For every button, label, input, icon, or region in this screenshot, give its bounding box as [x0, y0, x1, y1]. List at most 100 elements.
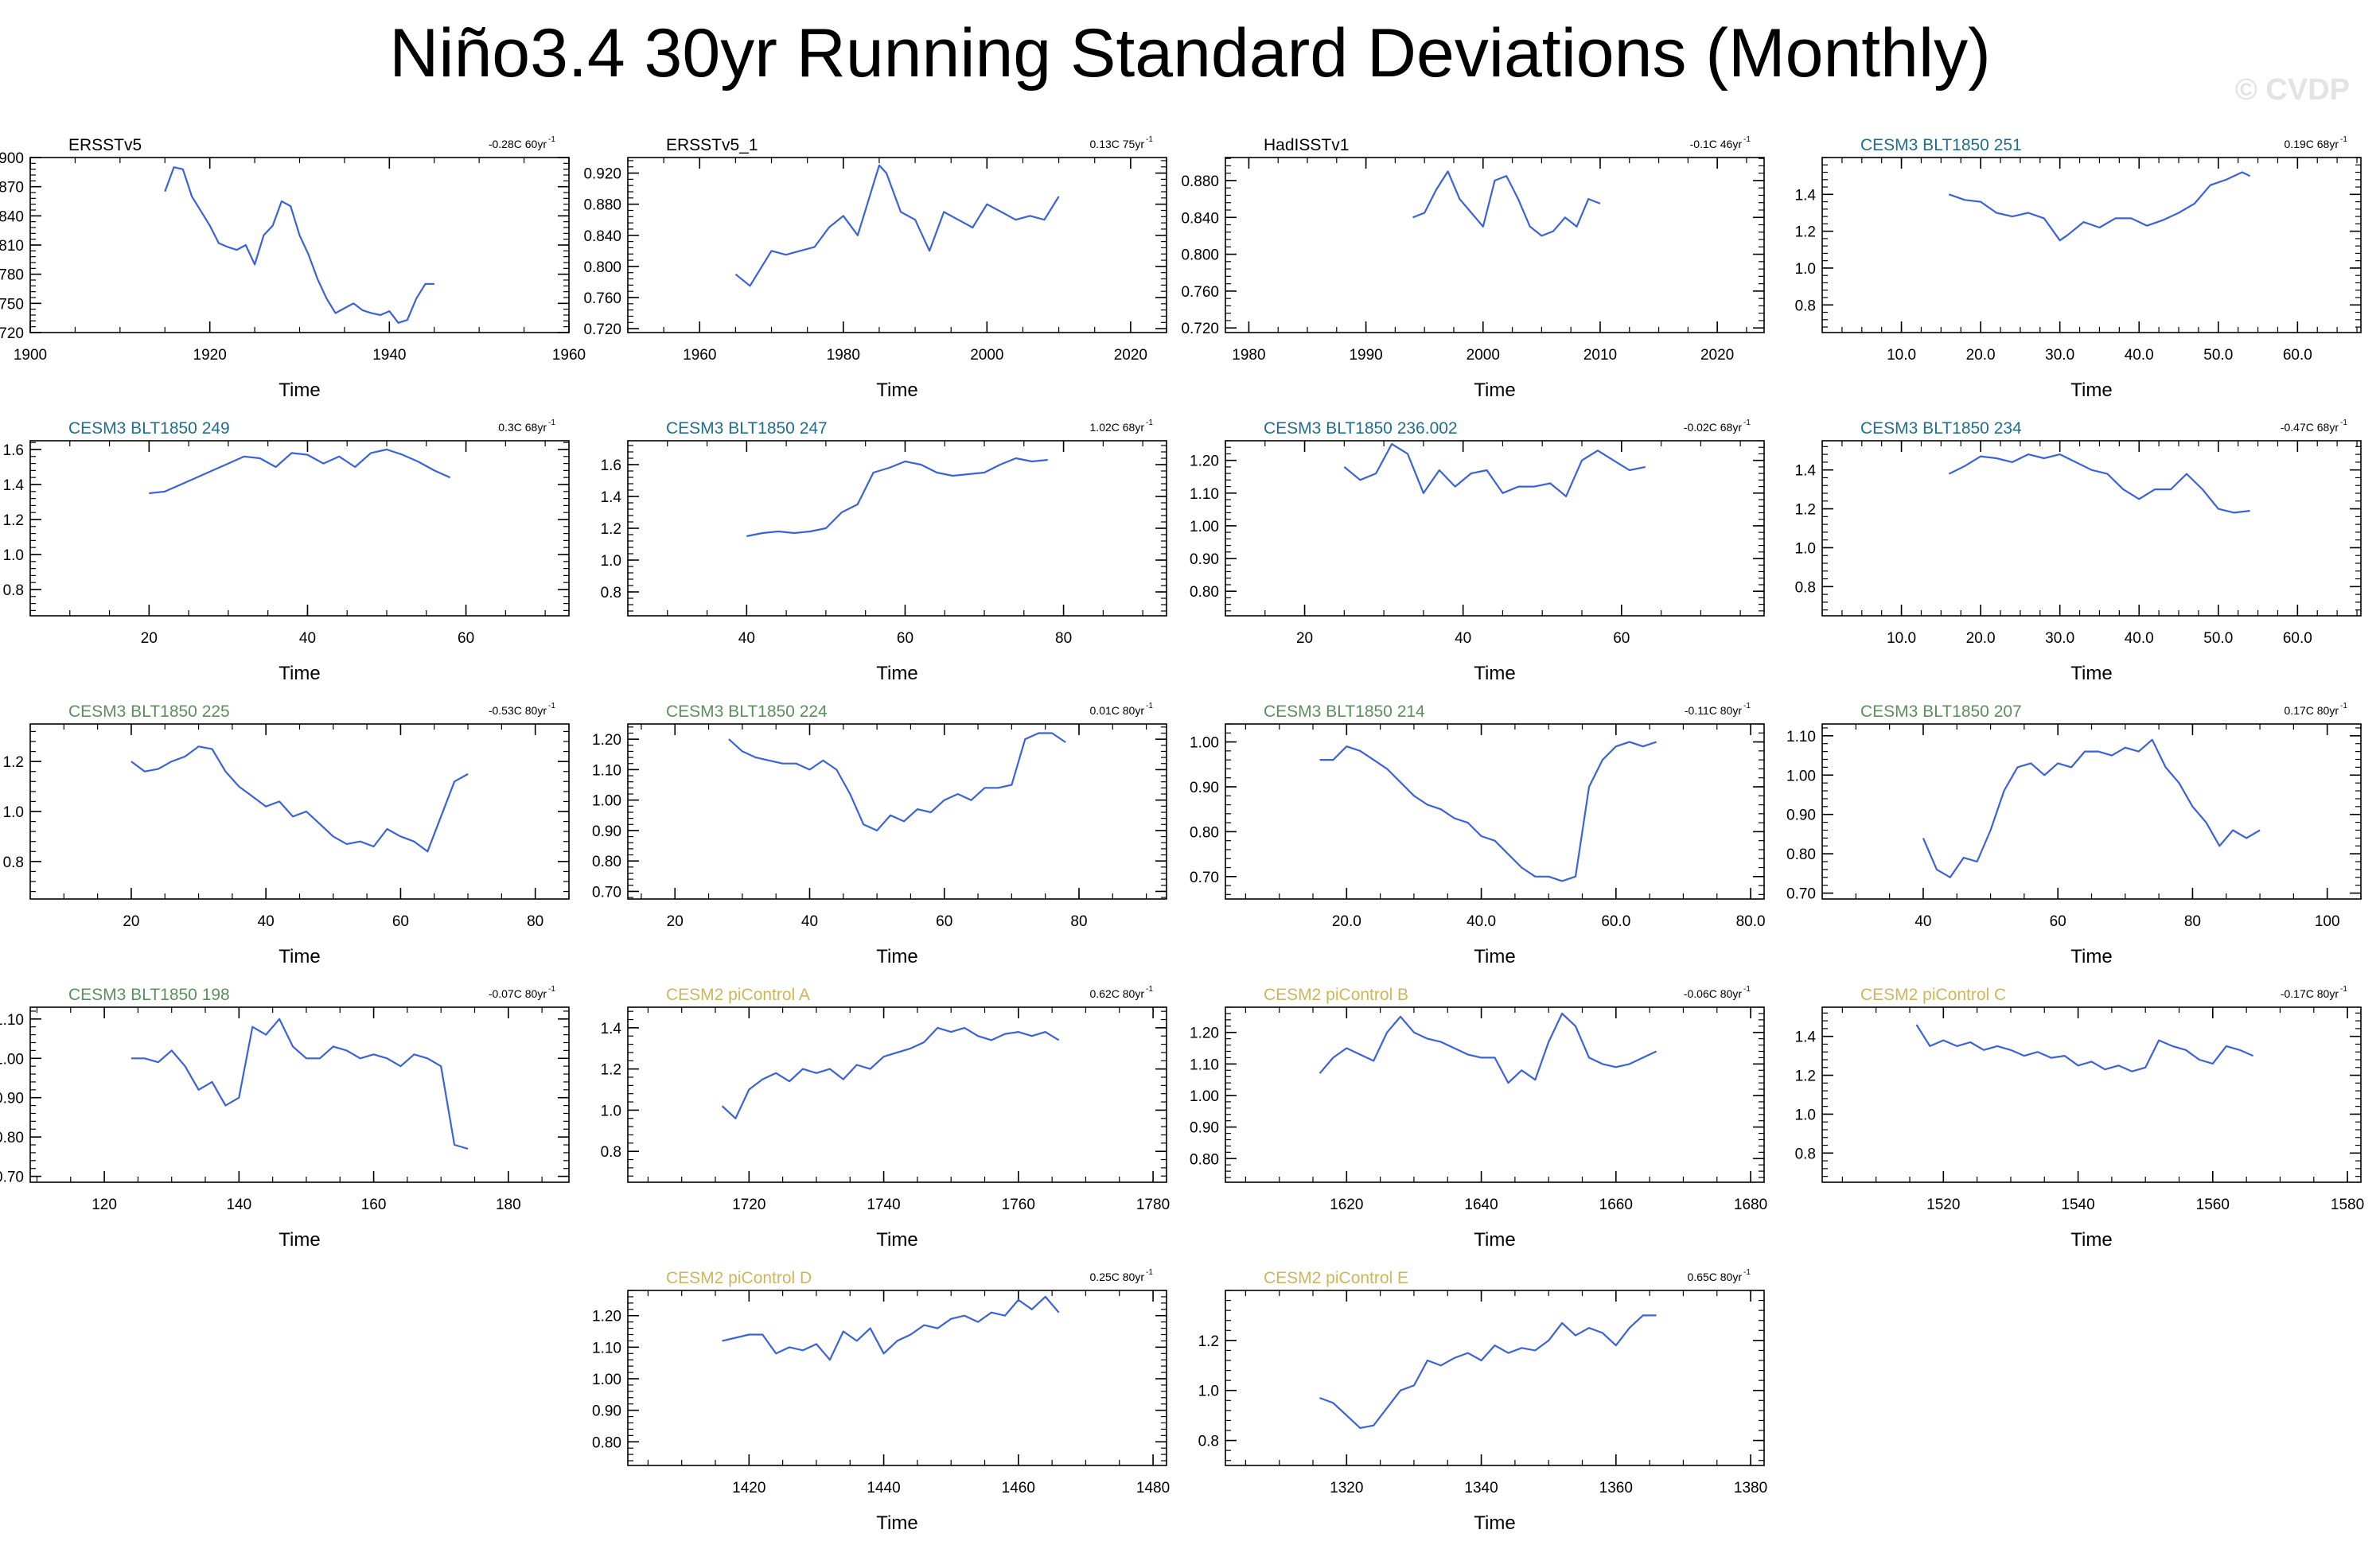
trend-label: 0.19C 68yr: [2285, 138, 2339, 150]
y-tick-label: 1.0: [601, 1103, 621, 1119]
panel-title: ERSSTv5_1: [666, 136, 758, 154]
x-tick-label: 1360: [1599, 1480, 1633, 1496]
plot-frame: [627, 723, 1167, 900]
panel-title: CESM3 BLT1850 224: [666, 702, 828, 721]
x-axis-label: Time: [876, 379, 917, 401]
chart-panel: 20 40 60 0.8 1.0 1.2 1.4 1.6 CESM3 BLT1850 249 0.…: [3, 418, 570, 684]
trend-superscript: -1: [1146, 702, 1153, 710]
panel-title: HadISSTv1: [1264, 136, 1349, 154]
x-tick-label: 1760: [1002, 1197, 1035, 1213]
x-axis-label: Time: [2070, 1229, 2112, 1251]
x-tick-label: 1580: [2331, 1197, 2364, 1213]
x-tick-label: 1440: [867, 1480, 900, 1496]
chart-panel: 40 60 80 0.8 1.0 1.2 1.4 1.6 CESM3 BLT1850 247 1.…: [601, 418, 1167, 684]
trend-label: 0.62C 80yr: [1090, 987, 1145, 1000]
trend-label: 0.3C 68yr: [498, 421, 547, 434]
x-tick-label: 1990: [1349, 347, 1382, 364]
trend-superscript: -1: [548, 418, 555, 427]
panel-title: CESM3 BLT1850 251: [1860, 136, 2022, 154]
x-tick-label: 40: [299, 630, 316, 647]
x-tick-label: 2000: [1467, 347, 1500, 364]
y-tick-label: 0.780: [0, 267, 24, 284]
plot-frame: [1225, 723, 1765, 900]
y-tick-label: 1.2: [1795, 1068, 1816, 1085]
y-tick-label: 0.760: [1181, 284, 1219, 301]
y-tick-label: 1.4: [1795, 1029, 1817, 1046]
y-tick-label: 0.80: [0, 1130, 24, 1146]
trend-superscript: -1: [1146, 418, 1153, 427]
x-tick-label: 20: [1296, 630, 1313, 647]
x-tick-label: 160: [361, 1197, 387, 1213]
chart-panel: 1980 1990 2000 2010 2020 0.720 0.760 0.800 0.840…: [1181, 135, 1765, 401]
panel-title: CESM3 BLT1850 207: [1860, 702, 2022, 721]
x-tick-label: 60: [1613, 630, 1630, 647]
trend-label: -0.02C 68yr: [1684, 421, 1742, 434]
y-tick-label: 1.20: [592, 732, 621, 749]
chart-panel: 10.0 20.0 30.0 40.0 50.0 60.0 0.8 1.0 1.2 1.4 CESM…: [1795, 418, 2362, 684]
x-tick-label: 1660: [1599, 1197, 1633, 1213]
y-tick-label: 1.00: [1786, 768, 1816, 784]
x-tick-label: 60: [936, 913, 952, 930]
x-axis-label: Time: [1474, 663, 1515, 684]
x-axis-label: Time: [279, 379, 320, 401]
y-tick-label: 0.900: [0, 150, 24, 167]
trend-label: 0.17C 80yr: [2285, 704, 2339, 717]
chart-panel: 120 140 160 180 0.70 0.80 0.90 1.00 1.10 CESM3 BL…: [0, 985, 570, 1251]
plot-frame: [1225, 440, 1765, 617]
x-axis-label: Time: [1474, 1512, 1515, 1534]
y-tick-label: 0.840: [583, 228, 621, 245]
series-line: [746, 457, 1048, 538]
plot-frame: [627, 157, 1167, 333]
x-tick-label: 50.0: [2203, 347, 2233, 364]
series-line: [130, 1018, 469, 1150]
x-tick-label: 2010: [1583, 347, 1617, 364]
x-tick-label: 1380: [1734, 1480, 1767, 1496]
plot-frame: [29, 1006, 570, 1183]
x-tick-label: 2020: [1700, 347, 1734, 364]
series-line: [1319, 1314, 1657, 1430]
x-tick-label: 80: [2184, 913, 2201, 930]
y-tick-label: 0.8: [1795, 579, 1816, 596]
y-tick-label: 1.20: [1190, 1026, 1219, 1042]
y-tick-label: 1.2: [1198, 1333, 1219, 1350]
series-line: [1915, 1024, 2254, 1072]
y-tick-label: 0.8: [1198, 1434, 1219, 1450]
y-tick-label: 1.10: [1190, 1057, 1219, 1073]
page-title: Niño3.4 30yr Running Standard Deviations…: [389, 15, 1991, 91]
plot-frame: [1225, 157, 1765, 333]
x-tick-label: 1340: [1464, 1480, 1498, 1496]
trend-superscript: -1: [1743, 135, 1751, 144]
x-tick-label: 1980: [827, 347, 860, 364]
trend-label: -0.07C 80yr: [489, 987, 547, 1000]
chart-panel: 1520 1540 1560 1580 0.8 1.0 1.2 1.4 CESM2 piCont…: [1795, 985, 2365, 1251]
y-tick-label: 1.6: [3, 442, 24, 459]
x-tick-label: 60.0: [1601, 913, 1630, 930]
y-tick-label: 0.80: [1190, 584, 1219, 601]
y-tick-label: 1.0: [1198, 1384, 1219, 1400]
x-axis-label: Time: [876, 1512, 917, 1534]
y-tick-label: 0.90: [1786, 808, 1816, 824]
x-tick-label: 80.0: [1736, 913, 1766, 930]
y-tick-label: 1.00: [592, 793, 621, 810]
trend-superscript: -1: [1146, 1268, 1153, 1277]
x-axis-label: Time: [876, 663, 917, 684]
x-tick-label: 40: [1455, 630, 1471, 647]
x-tick-label: 1960: [552, 347, 586, 364]
series-line: [149, 448, 451, 495]
trend-superscript: -1: [2340, 985, 2347, 994]
trend-superscript: -1: [548, 135, 555, 144]
panel-title: ERSSTv5: [68, 136, 142, 154]
series-line: [1412, 170, 1601, 237]
chart-panel: 1720 1740 1760 1780 0.8 1.0 1.2 1.4 CESM2 piCont…: [601, 985, 1171, 1251]
y-tick-label: 0.90: [1190, 551, 1219, 568]
x-axis-label: Time: [279, 663, 320, 684]
panel-title: CESM2 piControl B: [1264, 986, 1408, 1004]
y-tick-label: 1.0: [3, 804, 24, 821]
trend-superscript: -1: [1146, 135, 1153, 144]
x-axis-label: Time: [279, 946, 320, 967]
y-tick-label: 1.4: [3, 477, 25, 494]
x-axis-label: Time: [876, 1229, 917, 1251]
panel-title: CESM2 piControl A: [666, 986, 810, 1004]
panel-title: CESM2 piControl D: [666, 1269, 812, 1287]
x-tick-label: 40: [1915, 913, 1931, 930]
